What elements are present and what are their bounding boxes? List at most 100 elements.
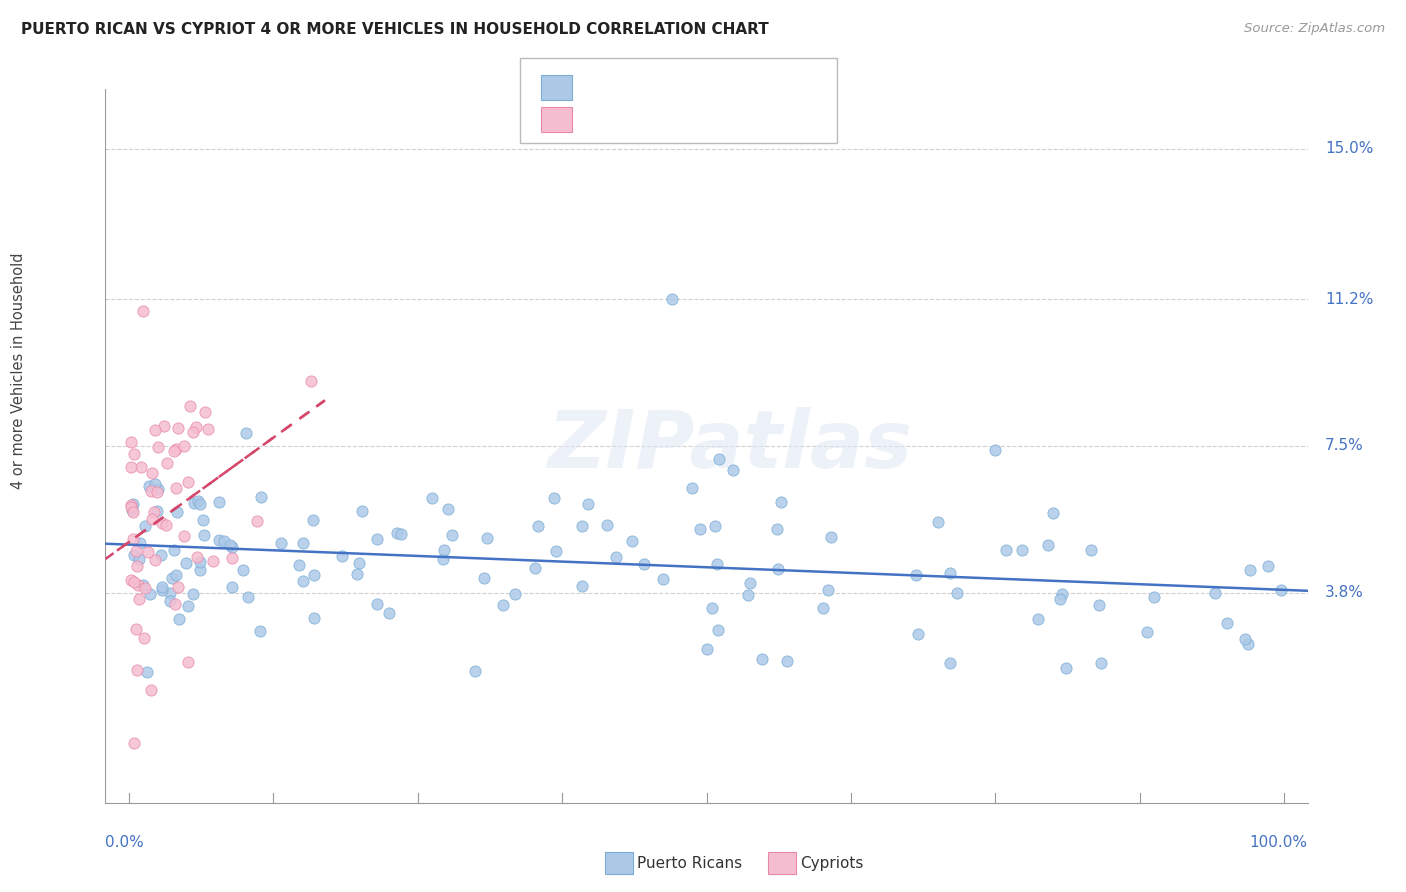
Point: [346, 567, 368, 582]
Point: [177, 475, 200, 490]
Point: [349, 556, 371, 570]
Point: [156, 456, 179, 470]
Point: [811, 601, 834, 615]
Point: [218, 539, 240, 553]
Point: [197, 422, 219, 436]
Point: [125, 622, 148, 636]
Point: [770, 494, 793, 508]
Point: [366, 597, 388, 611]
Text: 0.0%: 0.0%: [105, 835, 145, 849]
Point: [905, 567, 928, 582]
Point: [436, 501, 458, 516]
Point: [183, 495, 205, 509]
Point: [146, 440, 169, 454]
Point: [188, 497, 211, 511]
Point: [737, 588, 759, 602]
Point: [165, 481, 187, 495]
Point: [249, 624, 271, 638]
Point: [122, 575, 145, 590]
Point: [571, 579, 593, 593]
Point: [1234, 632, 1257, 646]
Point: [188, 563, 211, 577]
Text: Puerto Ricans: Puerto Ricans: [637, 856, 742, 871]
Point: [176, 655, 198, 669]
Point: [165, 442, 187, 457]
Point: [543, 491, 565, 505]
Point: [1049, 592, 1071, 607]
Point: [181, 587, 204, 601]
Point: [270, 535, 292, 549]
Point: [620, 533, 643, 548]
Point: [177, 599, 200, 613]
Point: [148, 482, 170, 496]
Point: [193, 513, 215, 527]
Point: [440, 528, 463, 542]
Point: [302, 513, 325, 527]
Point: [302, 610, 325, 624]
Point: [155, 518, 177, 533]
Point: [138, 479, 160, 493]
Text: R =: R =: [583, 78, 620, 95]
Point: [350, 504, 373, 518]
Point: [160, 571, 183, 585]
Text: -0.270: -0.270: [626, 78, 685, 95]
Point: [605, 550, 627, 565]
Point: [132, 304, 155, 318]
Point: [1136, 625, 1159, 640]
Point: [1036, 538, 1059, 552]
Point: [721, 463, 744, 477]
Point: [165, 567, 187, 582]
Point: [143, 505, 166, 519]
Point: [181, 425, 204, 440]
Point: [776, 654, 799, 668]
Point: [150, 516, 173, 530]
Point: [1215, 615, 1237, 630]
Point: [1011, 542, 1033, 557]
Point: [503, 587, 526, 601]
Point: [820, 530, 842, 544]
Point: [1050, 587, 1073, 601]
Point: [186, 420, 208, 434]
Point: [194, 405, 217, 419]
Point: [173, 529, 195, 543]
Point: [131, 460, 153, 475]
Text: Cypriots: Cypriots: [800, 856, 863, 871]
Text: 3.8%: 3.8%: [1324, 585, 1364, 600]
Point: [127, 578, 149, 592]
Point: [221, 551, 243, 566]
Point: [1042, 506, 1064, 520]
Point: [122, 736, 145, 750]
Text: PUERTO RICAN VS CYPRIOT 4 OR MORE VEHICLES IN HOUSEHOLD CORRELATION CHART: PUERTO RICAN VS CYPRIOT 4 OR MORE VEHICL…: [21, 22, 769, 37]
Point: [135, 665, 157, 680]
Point: [212, 534, 235, 549]
Point: [120, 498, 142, 512]
Text: 0.339: 0.339: [626, 110, 685, 128]
Point: [159, 594, 181, 608]
Point: [1087, 598, 1109, 612]
Text: 54: 54: [749, 110, 772, 128]
Point: [201, 554, 224, 568]
Point: [150, 580, 173, 594]
Point: [681, 481, 703, 495]
Point: [330, 549, 353, 563]
Point: [432, 552, 454, 566]
Point: [738, 576, 761, 591]
Point: [167, 612, 190, 626]
Point: [246, 514, 269, 528]
Point: [150, 583, 173, 598]
Text: 11.2%: 11.2%: [1324, 292, 1374, 307]
Point: [1236, 637, 1258, 651]
Text: R =: R =: [583, 110, 620, 128]
Point: [128, 552, 150, 566]
Point: [120, 434, 142, 449]
Text: 129: 129: [749, 78, 785, 95]
Point: [125, 544, 148, 558]
Point: [122, 548, 145, 562]
Point: [173, 439, 195, 453]
Point: [1143, 590, 1166, 604]
Point: [165, 597, 187, 611]
Point: [299, 375, 322, 389]
Point: [696, 641, 718, 656]
Point: [166, 505, 188, 519]
Point: [122, 447, 145, 461]
